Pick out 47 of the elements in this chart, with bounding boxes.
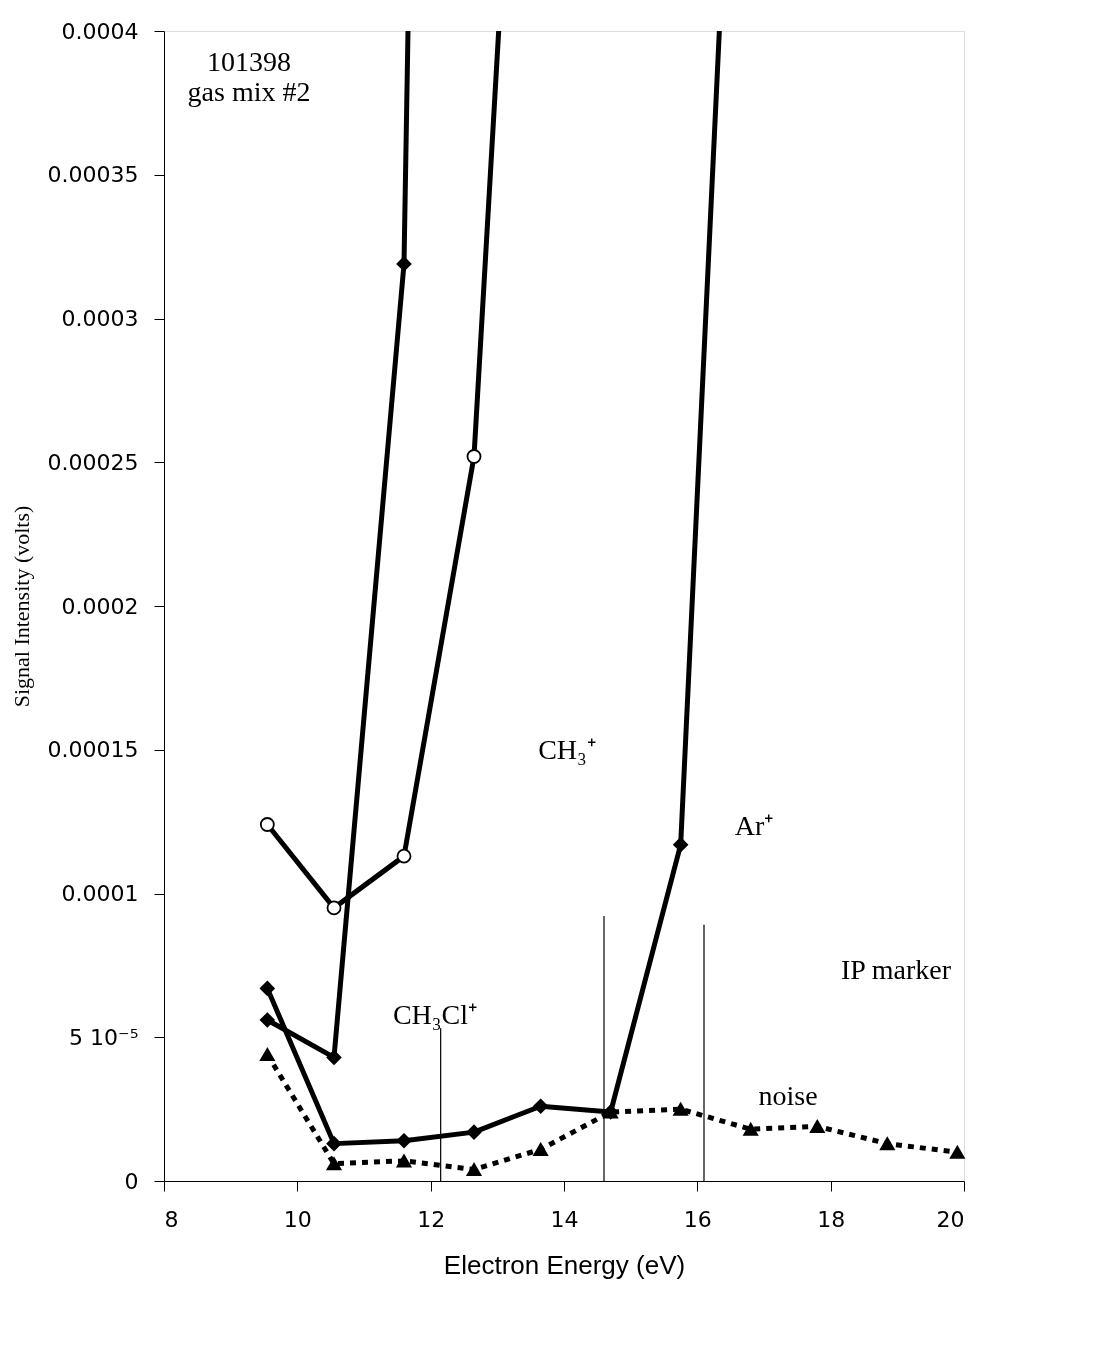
point (673, 837, 689, 853)
annotation: noise (758, 1080, 818, 1111)
x-tick-label: 8 (164, 1206, 179, 1232)
y-tick-label: 0.00025 (47, 449, 139, 475)
y-tick-label: 0.0003 (61, 306, 139, 331)
point (879, 1137, 895, 1151)
x-tick-label: 14 (550, 1206, 579, 1232)
point (259, 1012, 275, 1028)
point (326, 1049, 342, 1065)
point (466, 1124, 482, 1140)
point (326, 900, 342, 916)
point (743, 1122, 759, 1136)
y-tick-label: 0.00035 (47, 162, 139, 188)
point (949, 1145, 965, 1159)
point (396, 1133, 412, 1149)
point (673, 1102, 689, 1116)
y-tick-label: 0.0004 (61, 18, 139, 44)
annotation: CH₃Cl⁺ (392, 999, 478, 1030)
y-tick-label: 0.0001 (61, 881, 139, 906)
y-tick-label: 0.00015 (47, 737, 139, 763)
y-tick-label: 5 10⁻⁵ (69, 1024, 139, 1050)
point (259, 980, 275, 996)
annotation: CH₃⁺ (538, 734, 596, 765)
point (809, 1119, 825, 1133)
annotation: Ar⁺ (734, 810, 774, 841)
point (326, 1136, 342, 1152)
point (396, 848, 412, 864)
x-axis-title: Electron Energy (eV) (443, 1249, 686, 1280)
x-tick-label: 20 (936, 1206, 965, 1232)
point (396, 1154, 412, 1168)
annotation: IP marker (840, 954, 952, 985)
point (259, 817, 275, 832)
y-axis-title: Signal Intensity (volts) (8, 505, 34, 708)
y-tick-label: 0.0002 (61, 593, 139, 619)
point (533, 1142, 549, 1156)
point (533, 1098, 549, 1114)
point (396, 256, 412, 272)
point (466, 1162, 482, 1177)
point (466, 449, 482, 464)
x-tick-label: 18 (817, 1206, 846, 1232)
point (326, 1157, 342, 1171)
y-tick-label: 0 (124, 1168, 139, 1194)
x-tick-label: 10 (283, 1206, 312, 1232)
x-tick-label: 16 (683, 1206, 712, 1232)
x-tick-label: 12 (417, 1206, 446, 1232)
point (259, 1047, 275, 1062)
annotation: 101398 gas mix #2 (187, 46, 311, 107)
